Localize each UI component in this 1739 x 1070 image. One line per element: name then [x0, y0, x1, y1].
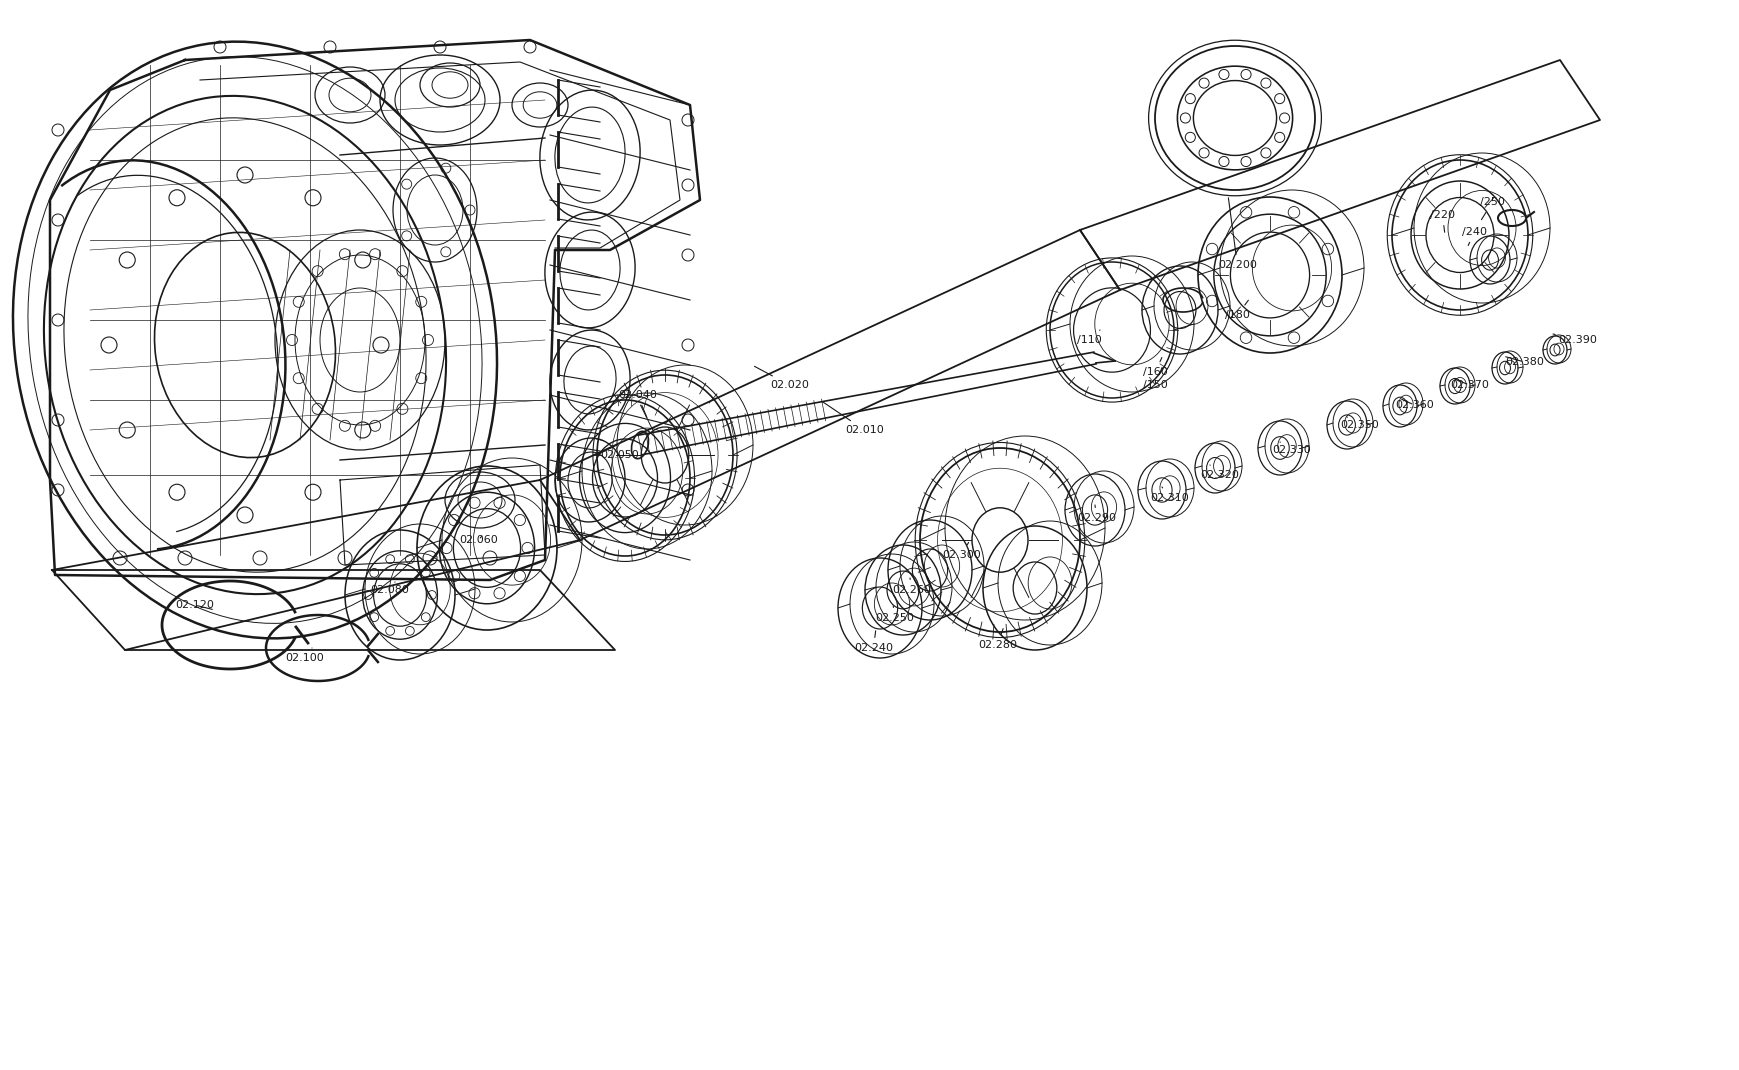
Text: 02.320: 02.320 [1200, 465, 1238, 480]
Text: 02.310: 02.310 [1149, 487, 1188, 503]
Text: 02.390: 02.390 [1553, 334, 1596, 345]
Text: /150: /150 [1143, 368, 1167, 389]
Text: 02.250: 02.250 [875, 606, 913, 623]
Text: 02.360: 02.360 [1395, 399, 1433, 410]
Text: 02.040: 02.040 [617, 389, 657, 417]
Text: 02.200: 02.200 [1217, 198, 1256, 270]
Text: 02.100: 02.100 [285, 648, 323, 663]
Text: 02.060: 02.060 [459, 535, 497, 545]
Text: 02.240: 02.240 [854, 630, 892, 653]
Text: 02.120: 02.120 [176, 600, 214, 610]
Text: 02.050: 02.050 [600, 450, 638, 460]
Text: /160: /160 [1143, 357, 1167, 377]
Text: 02.260: 02.260 [892, 578, 930, 595]
Text: 02.280: 02.280 [977, 629, 1016, 649]
Text: 02.350: 02.350 [1339, 417, 1377, 430]
Text: 02.300: 02.300 [941, 542, 981, 560]
Text: 02.010: 02.010 [823, 401, 883, 435]
Text: 02.290: 02.290 [1076, 505, 1115, 523]
Text: /110: /110 [1076, 330, 1101, 345]
Text: /240: /240 [1461, 227, 1487, 245]
Text: 02.080: 02.080 [370, 582, 409, 595]
Text: 02.370: 02.370 [1449, 379, 1489, 389]
Text: /220: /220 [1429, 210, 1454, 232]
Text: 02.020: 02.020 [755, 366, 809, 389]
Text: 02.380: 02.380 [1504, 356, 1542, 367]
Text: 02.330: 02.330 [1271, 442, 1309, 455]
Text: /250: /250 [1480, 197, 1504, 219]
Text: /180: /180 [1224, 301, 1249, 320]
